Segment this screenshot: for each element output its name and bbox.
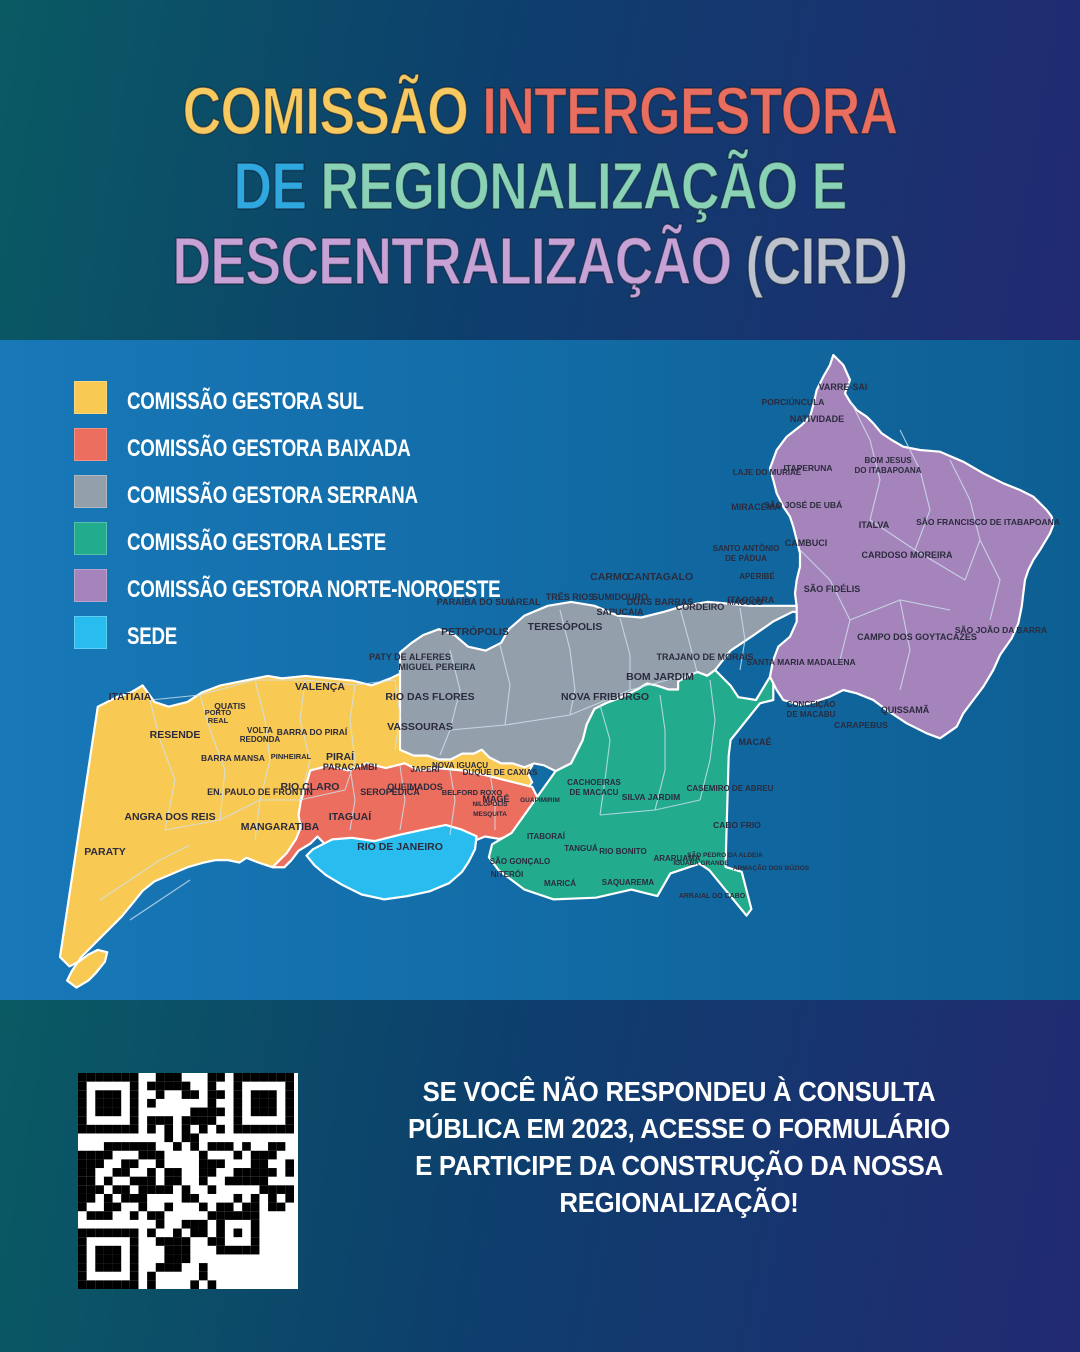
svg-text:SÃO GONÇALO: SÃO GONÇALO bbox=[490, 857, 550, 866]
svg-text:ARMAÇÃO DOS BÚZIOS: ARMAÇÃO DOS BÚZIOS bbox=[733, 863, 810, 872]
svg-text:LAJE DO MURIAÉ: LAJE DO MURIAÉ bbox=[733, 468, 802, 477]
svg-text:ARRAIAL DO CABO: ARRAIAL DO CABO bbox=[679, 893, 746, 900]
svg-text:GUAPIMIRIM: GUAPIMIRIM bbox=[520, 797, 560, 804]
svg-text:MIRACEMA: MIRACEMA bbox=[731, 502, 781, 512]
svg-text:DO ITABAPOANA: DO ITABAPOANA bbox=[855, 466, 922, 475]
svg-text:SAQUAREMA: SAQUAREMA bbox=[602, 878, 655, 887]
svg-text:PATY DE ALFERES: PATY DE ALFERES bbox=[369, 652, 451, 662]
svg-text:MACAÉ: MACAÉ bbox=[739, 737, 772, 747]
svg-text:PARATY: PARATY bbox=[84, 846, 126, 858]
svg-text:SANTO ANTÔNIO: SANTO ANTÔNIO bbox=[713, 544, 780, 553]
svg-text:DE MACACU: DE MACACU bbox=[570, 788, 619, 797]
svg-text:REAL: REAL bbox=[208, 716, 229, 725]
svg-text:CABO FRIO: CABO FRIO bbox=[713, 820, 761, 830]
svg-text:EN. PAULO DE FRONTIN: EN. PAULO DE FRONTIN bbox=[207, 787, 313, 797]
svg-text:APERIBÉ: APERIBÉ bbox=[739, 572, 775, 581]
svg-text:CONCEIÇÃO: CONCEIÇÃO bbox=[787, 700, 836, 709]
svg-text:SÃO FRANCISCO DE ITABAPOANA: SÃO FRANCISCO DE ITABAPOANA bbox=[916, 517, 1060, 527]
svg-text:PORCIÚNCULA: PORCIÚNCULA bbox=[762, 396, 825, 407]
svg-text:CORDEIRO: CORDEIRO bbox=[676, 602, 725, 612]
svg-text:CARAPEBUS: CARAPEBUS bbox=[834, 720, 888, 730]
svg-text:ITAOCARA: ITAOCARA bbox=[728, 595, 775, 605]
svg-text:CACHOEIRAS: CACHOEIRAS bbox=[567, 778, 621, 787]
svg-text:VASSOURAS: VASSOURAS bbox=[387, 721, 453, 733]
svg-text:CARDOSO MOREIRA: CARDOSO MOREIRA bbox=[861, 550, 953, 560]
svg-text:QUISSAMÃ: QUISSAMÃ bbox=[881, 705, 930, 715]
svg-text:BARRA DO PIRAÍ: BARRA DO PIRAÍ bbox=[277, 727, 348, 737]
svg-text:CARMO: CARMO bbox=[590, 571, 630, 583]
svg-text:SILVA JARDIM: SILVA JARDIM bbox=[622, 792, 680, 802]
svg-text:VARRE-SAI: VARRE-SAI bbox=[819, 382, 868, 392]
svg-text:BARRA MANSA: BARRA MANSA bbox=[201, 753, 265, 763]
svg-text:CAMBUCI: CAMBUCI bbox=[785, 538, 828, 548]
svg-text:ÁREAL: ÁREAL bbox=[510, 597, 542, 607]
svg-text:SANTA MARIA MADALENA: SANTA MARIA MADALENA bbox=[746, 657, 855, 667]
svg-text:BOM JESUS: BOM JESUS bbox=[864, 456, 912, 465]
svg-text:ANGRA DOS REIS: ANGRA DOS REIS bbox=[124, 811, 215, 823]
svg-text:VOLTA: VOLTA bbox=[247, 726, 273, 735]
svg-text:MANGARATIBA: MANGARATIBA bbox=[241, 821, 320, 833]
svg-text:RIO DAS FLORES: RIO DAS FLORES bbox=[385, 691, 474, 703]
svg-text:QUEIMADOS: QUEIMADOS bbox=[387, 782, 443, 792]
svg-text:RIO DE JANEIRO: RIO DE JANEIRO bbox=[357, 841, 443, 853]
svg-text:RIO BONITO: RIO BONITO bbox=[599, 847, 646, 856]
svg-text:SÃO JOÃO DA BARRA: SÃO JOÃO DA BARRA bbox=[955, 625, 1047, 635]
svg-text:PARACAMBI: PARACAMBI bbox=[323, 762, 377, 772]
svg-text:NITERÓI: NITERÓI bbox=[491, 870, 523, 879]
svg-text:BOM JARDIM: BOM JARDIM bbox=[626, 671, 694, 683]
svg-text:DE PÁDUA: DE PÁDUA bbox=[725, 554, 767, 563]
svg-text:RESENDE: RESENDE bbox=[150, 729, 201, 741]
svg-text:PETRÓPOLIS: PETRÓPOLIS bbox=[441, 625, 509, 638]
svg-text:SÃO FIDÉLIS: SÃO FIDÉLIS bbox=[804, 584, 861, 594]
svg-text:DE MACABU: DE MACABU bbox=[787, 710, 836, 719]
svg-text:CASEMIRO DE ABREU: CASEMIRO DE ABREU bbox=[687, 784, 774, 793]
svg-text:ITALVA: ITALVA bbox=[859, 520, 890, 530]
svg-text:SAPUCAIA: SAPUCAIA bbox=[596, 607, 644, 617]
svg-text:MAGÉ: MAGÉ bbox=[483, 794, 510, 804]
svg-text:MIGUEL PEREIRA: MIGUEL PEREIRA bbox=[398, 662, 476, 672]
svg-text:PINHEIRAL: PINHEIRAL bbox=[271, 752, 312, 761]
svg-text:IGUABA GRANDE: IGUABA GRANDE bbox=[673, 860, 729, 867]
svg-text:MARICÁ: MARICÁ bbox=[544, 879, 576, 888]
svg-text:NATIVIDADE: NATIVIDADE bbox=[790, 414, 844, 424]
svg-text:DUQUE DE CAXIAS: DUQUE DE CAXIAS bbox=[463, 768, 538, 777]
svg-text:REDONDA: REDONDA bbox=[240, 735, 281, 744]
svg-text:ITABORAÍ: ITABORAÍ bbox=[527, 832, 566, 841]
svg-text:TANGUÁ: TANGUÁ bbox=[564, 844, 598, 853]
svg-text:SÃO PEDRO DA ALDEIA: SÃO PEDRO DA ALDEIA bbox=[687, 850, 763, 859]
svg-text:CANTAGALO: CANTAGALO bbox=[627, 571, 693, 583]
svg-text:PARAÍBA DO SUL: PARAÍBA DO SUL bbox=[437, 597, 514, 607]
svg-text:TERESÓPOLIS: TERESÓPOLIS bbox=[528, 620, 603, 633]
svg-text:NOVA FRIBURGO: NOVA FRIBURGO bbox=[561, 691, 649, 703]
svg-text:ITAGUAÍ: ITAGUAÍ bbox=[329, 810, 372, 823]
svg-text:MESQUITA: MESQUITA bbox=[473, 811, 507, 818]
svg-text:VALENÇA: VALENÇA bbox=[295, 681, 345, 693]
svg-text:ITATIAIA: ITATIAIA bbox=[109, 691, 152, 703]
svg-text:TRÊS RIOS: TRÊS RIOS bbox=[546, 591, 595, 602]
svg-text:TRAJANO DE MORAIS: TRAJANO DE MORAIS bbox=[656, 652, 753, 662]
